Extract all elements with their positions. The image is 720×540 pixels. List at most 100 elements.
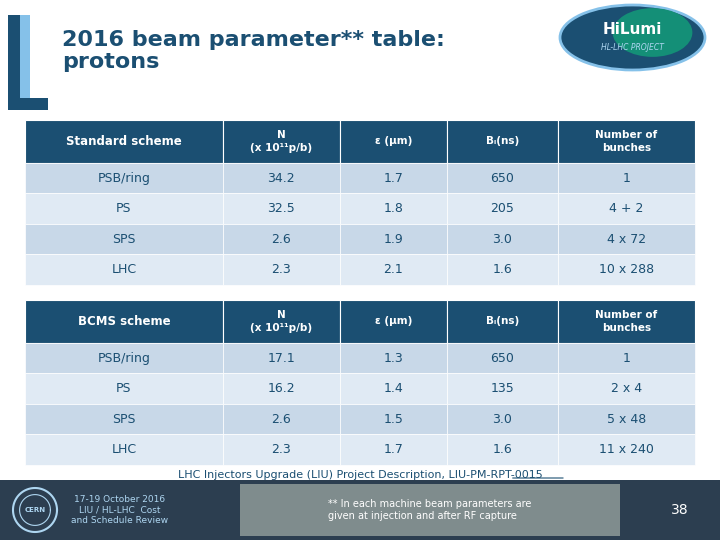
Bar [222,404,340,435]
Text: N
(x 10¹¹p/b): N (x 10¹¹p/b) [251,130,312,153]
Bar [340,254,447,285]
Bar [222,254,340,285]
Text: 135: 135 [490,382,514,395]
Text: 1: 1 [622,172,630,185]
Bar [240,484,620,536]
Bar [558,374,695,404]
Text: 32.5: 32.5 [267,202,295,215]
Text: PS: PS [116,382,132,395]
Text: 17.1: 17.1 [267,352,295,365]
Text: 2.3: 2.3 [271,443,291,456]
Bar [222,300,340,343]
Text: 2 x 4: 2 x 4 [611,382,642,395]
Text: 1.9: 1.9 [384,233,403,246]
Bar [0,480,720,540]
Text: 2.1: 2.1 [384,263,403,276]
Text: N
(x 10¹¹p/b): N (x 10¹¹p/b) [251,310,312,333]
Text: 38: 38 [671,503,689,517]
Bar [25,120,222,163]
Bar [447,404,558,435]
Bar [222,193,340,224]
Text: 10 x 288: 10 x 288 [599,263,654,276]
Bar [222,120,340,163]
Text: LHC: LHC [112,443,136,456]
Text: 1.3: 1.3 [384,352,403,365]
Text: HiLumi: HiLumi [603,22,662,37]
Bar [222,435,340,465]
Text: Standard scheme: Standard scheme [66,135,181,148]
Bar [25,404,222,435]
Text: 1.8: 1.8 [384,202,403,215]
Bar [558,224,695,254]
Bar [8,98,48,110]
Bar [447,300,558,343]
Text: 1.7: 1.7 [384,443,403,456]
Bar [340,343,447,374]
Text: 16.2: 16.2 [267,382,295,395]
Text: LHC Injectors Upgrade (LIU) Project Description, LIU-PM-RPT-0015: LHC Injectors Upgrade (LIU) Project Desc… [178,470,542,480]
Bar [340,224,447,254]
Text: 2.6: 2.6 [271,233,291,246]
Text: 11 x 240: 11 x 240 [599,443,654,456]
Bar [340,435,447,465]
Bar [558,193,695,224]
Text: 1.6: 1.6 [492,443,512,456]
Text: 3.0: 3.0 [492,413,513,426]
Bar [558,343,695,374]
Text: 4 x 72: 4 x 72 [607,233,646,246]
Bar [558,163,695,193]
Text: PS: PS [116,202,132,215]
Bar [25,300,222,343]
Text: 1.5: 1.5 [384,413,403,426]
Bar [558,254,695,285]
Text: 650: 650 [490,352,514,365]
Text: 2.6: 2.6 [271,413,291,426]
Bar [447,374,558,404]
Text: 3.0: 3.0 [492,233,513,246]
Text: BCMS scheme: BCMS scheme [78,315,170,328]
Bar [340,374,447,404]
Text: CERN: CERN [24,507,45,513]
Bar [340,120,447,163]
Bar [25,254,222,285]
Text: Bₗ(ns): Bₗ(ns) [486,316,519,327]
Bar [25,224,222,254]
Bar [222,163,340,193]
Bar [447,343,558,374]
Text: HL-LHC PROJECT: HL-LHC PROJECT [601,43,664,52]
Bar [8,15,20,110]
Bar [447,163,558,193]
Text: 1.6: 1.6 [492,263,512,276]
Bar [222,224,340,254]
Text: Bₗ(ns): Bₗ(ns) [486,137,519,146]
Text: 650: 650 [490,172,514,185]
Bar [222,374,340,404]
Text: 2016 beam parameter** table:: 2016 beam parameter** table: [62,30,445,50]
Text: Number of
bunches: Number of bunches [595,130,657,153]
Bar [340,163,447,193]
Bar [558,300,695,343]
Text: ε (μm): ε (μm) [375,137,412,146]
Bar [25,163,222,193]
Bar [340,193,447,224]
Bar [25,374,222,404]
Ellipse shape [560,5,705,70]
Text: SPS: SPS [112,413,135,426]
Text: protons: protons [62,52,159,72]
Bar [25,435,222,465]
Text: 34.2: 34.2 [267,172,295,185]
Text: 1: 1 [622,352,630,365]
Text: LHC: LHC [112,263,136,276]
Text: 1.4: 1.4 [384,382,403,395]
Text: ** In each machine beam parameters are
given at injection and after RF capture: ** In each machine beam parameters are g… [328,499,531,521]
Text: Number of
bunches: Number of bunches [595,310,657,333]
Bar [222,343,340,374]
Bar [558,404,695,435]
Bar [25,343,222,374]
Text: PSB/ring: PSB/ring [97,172,150,185]
Bar [558,435,695,465]
Text: ε (μm): ε (μm) [375,316,412,327]
Text: SPS: SPS [112,233,135,246]
Bar [447,120,558,163]
Bar [447,435,558,465]
